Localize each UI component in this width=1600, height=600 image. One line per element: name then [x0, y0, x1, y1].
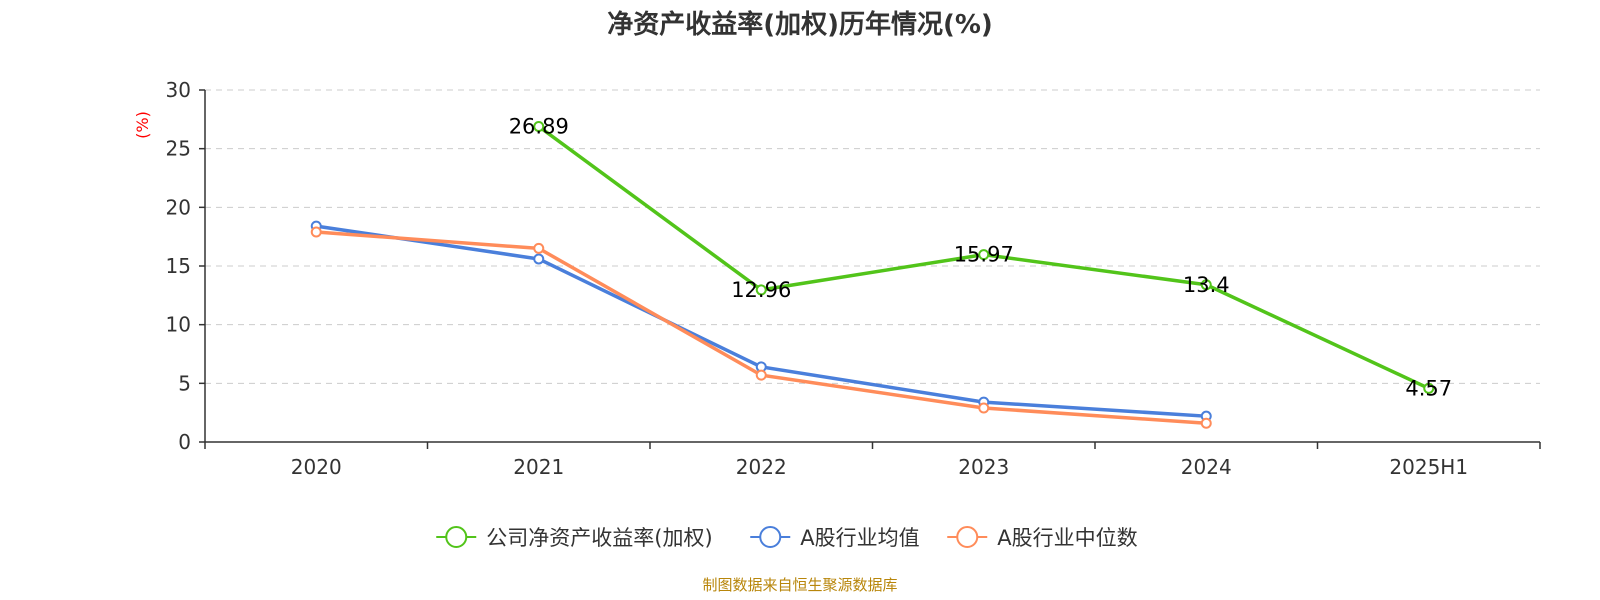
- source-text: 制图数据来自恒生聚源数据库: [702, 576, 897, 594]
- data-point[interactable]: [533, 242, 545, 254]
- x-tick-label: 2025H1: [1389, 455, 1468, 479]
- y-axis-label: (%): [133, 111, 152, 139]
- series-0: [533, 120, 1435, 394]
- data-point[interactable]: [755, 284, 767, 296]
- chart-title: 净资产收益率(加权)历年情况(%): [607, 9, 993, 40]
- data-label: 12.96: [731, 278, 791, 302]
- y-tick-label: 30: [166, 78, 191, 102]
- data-point[interactable]: [1200, 417, 1212, 429]
- series-1: [310, 220, 1212, 422]
- legend: 公司净资产收益率(加权) A股行业均值 A股行业中位数: [436, 526, 1138, 550]
- legend-marker-icon: [445, 526, 468, 548]
- y-tick-label: 15: [166, 254, 191, 278]
- data-point[interactable]: [978, 402, 990, 414]
- data-label: 15.97: [954, 243, 1014, 267]
- x-tick-label: 2023: [958, 455, 1009, 479]
- data-label: 4.57: [1405, 376, 1452, 400]
- data-point[interactable]: [310, 226, 322, 238]
- legend-item[interactable]: 公司净资产收益率(加权): [436, 526, 713, 550]
- x-tick-label: 2024: [1181, 455, 1232, 479]
- data-label: 13.4: [1183, 273, 1230, 297]
- y-tick-label: 5: [178, 371, 191, 395]
- legend-marker-icon: [759, 526, 782, 548]
- x-tick-label: 2022: [736, 455, 787, 479]
- legend-item[interactable]: A股行业中位数: [947, 526, 1138, 550]
- data-point[interactable]: [533, 120, 545, 132]
- data-point[interactable]: [978, 249, 990, 261]
- series-layer: [310, 120, 1435, 429]
- x-tick-label: 2021: [513, 455, 564, 479]
- grid-layer: [205, 89, 1540, 384]
- y-tick-label: 25: [166, 137, 191, 161]
- series-2: [310, 226, 1212, 429]
- x-tick-label: 2020: [291, 455, 342, 479]
- legend-marker-icon: [956, 526, 979, 548]
- series-line: [316, 230, 1207, 425]
- legend-label: A股行业均值: [800, 526, 919, 550]
- legend-label: 公司净资产收益率(加权): [486, 526, 712, 550]
- data-point[interactable]: [1200, 279, 1212, 291]
- axes-layer: 0 5 10 15 20 25 30 2020 2021 2022 2023 2024 2025H1: [166, 78, 1541, 479]
- y-tick-label: 20: [166, 195, 191, 219]
- y-tick-label: 10: [166, 313, 191, 337]
- data-point[interactable]: [533, 253, 545, 265]
- y-tick-label: 0: [178, 430, 191, 454]
- data-point[interactable]: [1423, 382, 1435, 394]
- legend-item[interactable]: A股行业均值: [750, 526, 920, 550]
- series-line: [315, 224, 1207, 418]
- legend-label: A股行业中位数: [997, 526, 1137, 550]
- data-point[interactable]: [755, 369, 767, 381]
- data-labels-layer: 26.89 12.96 15.97 13.4 4.57: [509, 114, 1452, 400]
- data-label: 26.89: [509, 114, 569, 138]
